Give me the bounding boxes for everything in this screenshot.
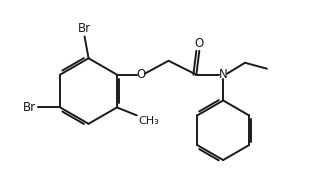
Text: Br: Br <box>23 101 36 114</box>
Text: O: O <box>136 68 146 81</box>
Text: N: N <box>219 68 227 81</box>
Text: O: O <box>195 37 204 50</box>
Text: Br: Br <box>78 23 91 36</box>
Text: CH₃: CH₃ <box>139 116 159 126</box>
